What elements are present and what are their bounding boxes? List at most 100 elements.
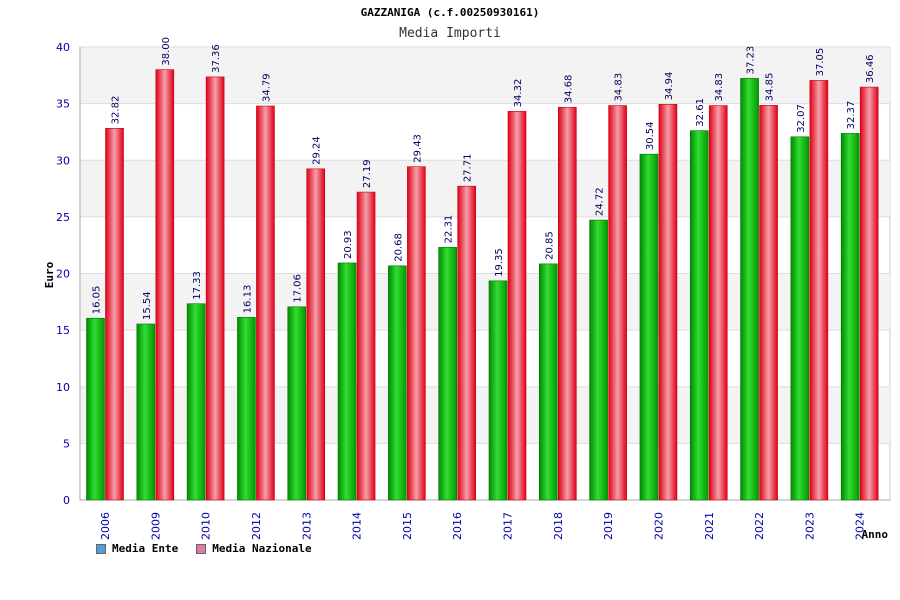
bar-nazionale: [859, 86, 879, 501]
bar-nazionale: [809, 80, 829, 501]
bar-ente: [186, 303, 206, 501]
value-label-nazionale: 27.71: [463, 154, 474, 183]
value-label-ente: 19.35: [494, 248, 505, 277]
bar-ente: [86, 317, 105, 501]
x-tick-label: 2009: [149, 512, 162, 540]
legend-item-ente: Media Ente: [96, 542, 178, 555]
value-label-nazionale: 34.85: [765, 73, 776, 102]
value-label-nazionale: 36.46: [865, 54, 876, 83]
y-tick-label: 5: [63, 437, 70, 450]
bar-ente: [388, 265, 407, 501]
y-tick-label: 20: [56, 268, 70, 281]
y-tick-label: 35: [56, 98, 70, 111]
legend-item-nazionale: Media Nazionale: [196, 542, 312, 555]
bar-nazionale: [658, 104, 678, 501]
legend: Media Ente Media Nazionale: [96, 542, 312, 555]
value-label-ente: 15.54: [142, 291, 153, 320]
x-tick-label: 2010: [200, 512, 213, 540]
bar-nazionale: [759, 105, 778, 501]
y-axis-label: Euro: [43, 261, 56, 288]
value-label-ente: 32.61: [695, 98, 706, 127]
y-tick-label: 25: [56, 211, 70, 224]
value-label-ente: 20.85: [544, 231, 555, 260]
bar-nazionale: [558, 106, 577, 501]
value-label-nazionale: 34.83: [614, 73, 625, 102]
chart-title: GAZZANIGA (c.f.00250930161): [361, 6, 540, 19]
value-label-nazionale: 37.36: [211, 44, 222, 73]
value-label-nazionale: 38.00: [161, 37, 172, 66]
value-label-nazionale: 29.43: [412, 134, 423, 163]
value-label-nazionale: 34.68: [563, 75, 574, 104]
value-label-ente: 20.68: [393, 233, 404, 262]
value-label-nazionale: 29.24: [312, 136, 323, 165]
x-tick-label: 2019: [602, 512, 615, 540]
bar-nazionale: [256, 105, 275, 501]
y-tick-label: 30: [56, 154, 70, 167]
x-tick-label: 2013: [300, 512, 313, 540]
bar-ente: [438, 247, 457, 501]
value-label-ente: 16.05: [92, 286, 103, 315]
bar-nazionale: [608, 105, 627, 501]
y-tick-label: 10: [56, 381, 70, 394]
x-tick-label: 2018: [552, 512, 565, 540]
value-label-nazionale: 34.79: [261, 73, 272, 102]
value-label-nazionale: 34.32: [513, 79, 524, 108]
value-label-ente: 37.23: [746, 46, 757, 75]
value-label-nazionale: 34.83: [714, 73, 725, 102]
value-label-ente: 32.37: [846, 101, 857, 130]
bar-nazionale: [356, 191, 376, 501]
x-tick-label: 2024: [854, 512, 867, 540]
legend-label-nazionale: Media Nazionale: [212, 542, 312, 555]
bar-ente: [689, 130, 709, 501]
value-label-ente: 30.54: [645, 121, 656, 150]
x-tick-label: 2016: [451, 512, 464, 540]
bar-ente: [287, 306, 307, 501]
bar-ente: [790, 136, 810, 501]
bar-nazionale: [105, 128, 124, 501]
value-label-ente: 32.07: [796, 104, 807, 133]
x-tick-label: 2020: [652, 512, 665, 540]
bar-ente: [337, 262, 357, 501]
x-tick-label: 2015: [401, 512, 414, 540]
bar-ente: [136, 323, 156, 501]
x-tick-label: 2022: [753, 512, 766, 540]
legend-swatch-ente: [96, 543, 106, 554]
y-tick-label: 40: [56, 41, 70, 54]
bar-ente: [237, 317, 256, 501]
bar-ente: [488, 280, 508, 501]
chart-subtitle: Media Importi: [399, 26, 501, 41]
bar-nazionale: [306, 168, 326, 501]
value-label-nazionale: 37.05: [815, 48, 826, 77]
value-label-ente: 24.72: [595, 187, 606, 216]
value-label-nazionale: 27.19: [362, 159, 373, 188]
value-label-ente: 17.33: [192, 271, 203, 300]
bar-ente: [840, 133, 860, 501]
y-tick-label: 15: [56, 324, 70, 337]
x-tick-label: 2006: [99, 512, 112, 540]
bar-ente: [589, 219, 608, 501]
bar-ente: [639, 153, 659, 501]
x-tick-label: 2014: [351, 512, 364, 540]
x-tick-label: 2021: [703, 512, 716, 540]
bar-nazionale: [457, 185, 476, 501]
x-tick-label: 2017: [502, 512, 515, 540]
bar-nazionale: [155, 69, 175, 501]
value-label-ente: 16.13: [242, 285, 253, 314]
value-label-nazionale: 34.94: [664, 72, 675, 101]
bar-nazionale: [407, 166, 426, 501]
bar-nazionale: [205, 76, 225, 501]
bar-nazionale: [708, 105, 728, 501]
x-tick-label: 2012: [250, 512, 263, 540]
plot-area: 0 5 10 15 20 25 30 35 40 16.05 32.82 2006 15.54 38.00…: [56, 37, 891, 540]
x-tick-label: 2023: [803, 512, 816, 540]
x-axis-label: Anno: [862, 528, 889, 541]
value-label-nazionale: 32.82: [111, 96, 122, 125]
value-label-ente: 17.06: [293, 274, 304, 303]
legend-label-ente: Media Ente: [112, 542, 179, 555]
bar-ente: [740, 78, 759, 501]
y-tick-label: 0: [63, 494, 70, 507]
value-label-ente: 20.93: [343, 230, 354, 259]
bar-nazionale: [507, 111, 527, 501]
legend-swatch-nazionale: [196, 543, 207, 554]
